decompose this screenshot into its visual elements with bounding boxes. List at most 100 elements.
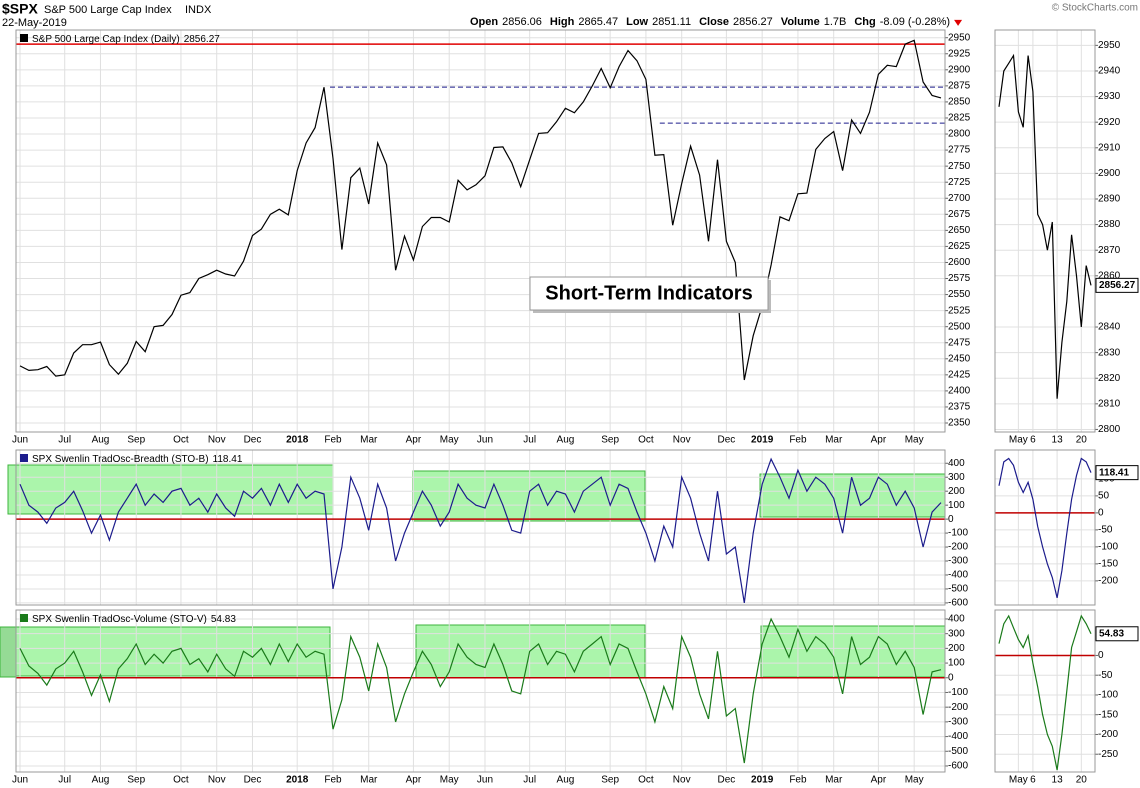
x-tick-label: Jul: [523, 435, 536, 446]
legend-swatch: [20, 34, 28, 42]
legend-value: 118.41: [213, 454, 243, 465]
y-tick-label: 2810: [1098, 398, 1121, 409]
y-tick-label: 2500: [948, 321, 971, 332]
x-tick-label: Mar: [825, 775, 843, 786]
y-tick-label: 0: [948, 514, 954, 525]
y-tick-label: 2350: [948, 418, 971, 429]
y-tick-label: 2930: [1098, 91, 1121, 102]
y-tick-label: 2920: [1098, 117, 1121, 128]
y-tick-label: 2890: [1098, 194, 1121, 205]
x-tick-label: Apr: [406, 775, 422, 786]
symbol: $SPX: [2, 1, 38, 17]
y-tick-label: 2840: [1098, 322, 1121, 333]
x-tick-label: May: [905, 435, 924, 446]
x-tick-label: 20: [1076, 775, 1088, 786]
quote-label: High: [550, 16, 575, 28]
x-tick-label: Jul: [523, 775, 536, 786]
series-line: [19, 617, 942, 764]
annotation-box: [529, 276, 769, 311]
y-tick-label: -100: [1098, 690, 1118, 701]
x-tick-label: Jul: [58, 435, 71, 446]
x-tick-label: Aug: [557, 775, 575, 786]
x-tick-label: Sep: [601, 775, 619, 786]
x-tick-label: Sep: [127, 435, 145, 446]
legend-value: 2856.27: [184, 34, 221, 45]
plots: 2350 2375 2400 2425 2450 2475 2500 2525 2550 2575…: [12, 29, 1139, 786]
y-tick-label: -150: [1098, 559, 1118, 570]
x-tick-label: 2018: [286, 435, 309, 446]
y-tick-label: 2900: [948, 64, 971, 75]
y-tick-label: 2750: [948, 161, 971, 172]
legend: SPX Swenlin TradOsc-Volume (STO-V) 54.83: [32, 614, 236, 625]
panel-frame: [15, 449, 946, 606]
y-tick-label: 2625: [948, 241, 971, 252]
y-tick-label: -600: [948, 761, 968, 772]
y-tick-label: -500: [948, 746, 968, 757]
quote-label: Close: [699, 16, 729, 28]
exchange: INDX: [185, 4, 212, 16]
y-tick-label: 2950: [1098, 40, 1121, 51]
y-tick-label: -200: [1098, 729, 1118, 740]
x-tick-label: Aug: [92, 435, 110, 446]
x-tick-label: Apr: [406, 435, 422, 446]
x-tick-label: 2018: [286, 775, 309, 786]
x-tick-label: Jun: [477, 775, 493, 786]
x-tick-label: Jun: [12, 435, 28, 446]
y-tick-label: 2830: [1098, 347, 1121, 358]
quote-label: Low: [626, 16, 648, 28]
x-tick-label: Oct: [173, 775, 189, 786]
legend-name: S&P 500 Large Cap Index (Daily): [32, 34, 180, 45]
y-tick-label: 2850: [948, 97, 971, 108]
last-value-box: [1095, 465, 1139, 481]
panel-frame: [994, 449, 1096, 606]
y-tick-label: 2900: [1098, 168, 1121, 179]
y-tick-label: 2400: [948, 386, 971, 397]
y-tick-label: 2940: [1098, 66, 1121, 77]
y-tick-label: -300: [948, 717, 968, 728]
index-name: S&P 500 Large Cap Index: [44, 4, 172, 16]
quote-value: 2851.11: [652, 16, 691, 28]
legend: SPX Swenlin TradOsc-Breadth (STO-B) 118.4…: [32, 454, 243, 465]
y-tick-label: 2880: [1098, 219, 1121, 230]
x-tick-label: Oct: [638, 435, 654, 446]
y-tick-label: 2800: [1098, 424, 1121, 435]
quote-value: -8.09 (-0.28%): [880, 16, 950, 28]
y-tick-label: -150: [1098, 709, 1118, 720]
y-tick-label: -100: [1098, 542, 1118, 553]
credit: © StockCharts.com: [1052, 3, 1138, 14]
x-tick-label: Sep: [601, 435, 619, 446]
x-tick-label: Jul: [58, 775, 71, 786]
x-tick-label: Feb: [324, 775, 342, 786]
last-value: 54.83: [1099, 628, 1124, 639]
y-tick-label: 2775: [948, 145, 971, 156]
x-tick-label: Jun: [477, 435, 493, 446]
legend-swatch: [20, 614, 28, 622]
x-tick-label: Sep: [127, 775, 145, 786]
x-tick-label: 6: [1030, 775, 1036, 786]
zone: [0, 626, 17, 678]
y-tick-label: 400: [948, 458, 965, 469]
y-tick-label: 2425: [948, 369, 971, 380]
series-line: [19, 457, 942, 603]
x-tick-label: Dec: [717, 435, 735, 446]
date: 22-May-2019: [2, 17, 67, 29]
x-tick-label: Feb: [324, 435, 342, 446]
panel-frame: [15, 29, 946, 433]
y-tick-label: 2475: [948, 337, 971, 348]
y-tick-label: -400: [948, 570, 968, 581]
quote-label: Chg: [854, 16, 875, 28]
y-tick-label: 2925: [948, 48, 971, 59]
y-tick-label: 200: [948, 486, 965, 497]
quote-value: 1.7B: [824, 16, 847, 28]
panel-frame: [994, 609, 1096, 773]
x-tick-label: Aug: [557, 435, 575, 446]
quote-label: Volume: [781, 16, 820, 28]
y-tick-label: -500: [948, 584, 968, 595]
y-tick-label: 300: [948, 472, 965, 483]
y-tick-label: 2375: [948, 402, 971, 413]
y-tick-label: 0: [1098, 650, 1104, 661]
quote: Open 2856.06 High 2865.47 Low 2851.11 Close 285…: [470, 16, 950, 28]
legend-swatch: [20, 454, 28, 462]
